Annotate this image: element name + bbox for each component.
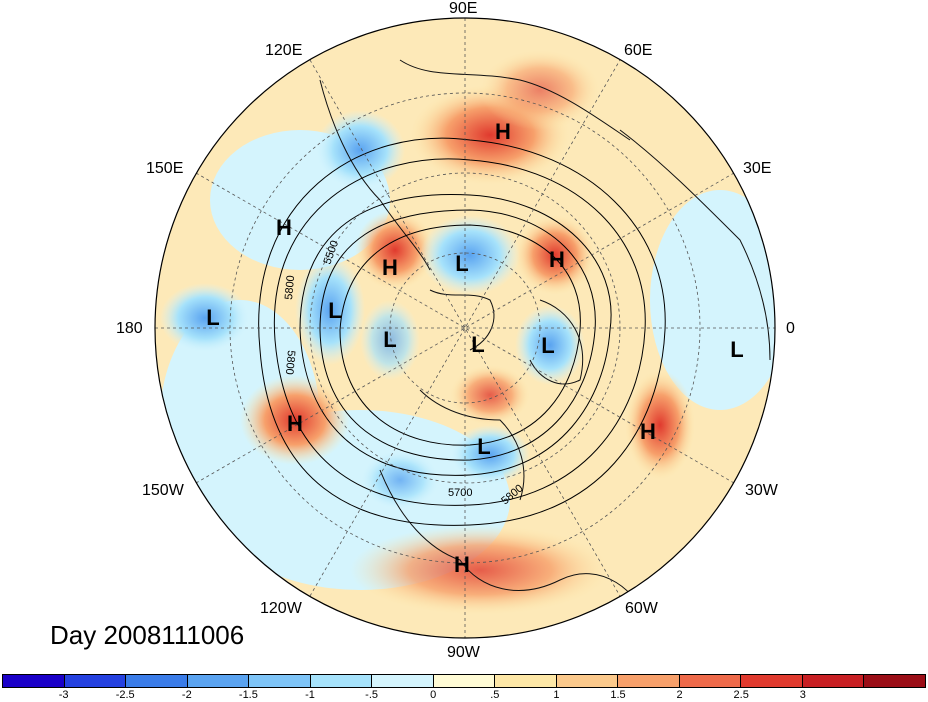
pressure-center-low: L xyxy=(455,251,469,276)
pressure-center-high: H xyxy=(549,247,565,272)
colorbar-tick-label: .5 xyxy=(490,689,500,701)
colorbar-swatch xyxy=(310,675,373,687)
pressure-center-low: L xyxy=(730,337,744,362)
colorbar-tick-label: -2 xyxy=(181,689,192,701)
contour-label-5700: 5700 xyxy=(448,487,472,499)
colorbar-swatch xyxy=(433,675,496,687)
colorbar-tick-label: 1.5 xyxy=(610,689,626,701)
pressure-center-high: H xyxy=(454,552,470,577)
pressure-center-high: H xyxy=(382,255,398,280)
colorbar-swatch xyxy=(372,675,434,687)
colorbar-tick-label: -3 xyxy=(58,689,69,701)
colorbar-tick-label: -1.5 xyxy=(238,689,258,701)
lon-label-90e: 90E xyxy=(449,0,478,17)
colorbar-tick-label: -1 xyxy=(305,689,315,701)
colorbar-swatch xyxy=(187,675,250,687)
colorbar-swatch xyxy=(249,675,311,687)
lon-label-180: 180 xyxy=(116,320,143,337)
lon-label-0: 0 xyxy=(786,320,795,337)
colorbar-swatch xyxy=(679,675,742,687)
colorbar-tick-label: 2.5 xyxy=(733,689,749,701)
anomaly-field xyxy=(155,18,775,638)
pressure-center-high: H xyxy=(640,419,656,444)
height-contours xyxy=(258,137,666,526)
pressure-center-low: L xyxy=(471,332,485,357)
lon-label-30e: 30E xyxy=(743,160,772,177)
colorbar-swatch xyxy=(864,675,925,687)
lon-label-60w: 60W xyxy=(625,600,658,617)
colorbar xyxy=(2,674,926,688)
colorbar-swatch xyxy=(556,675,619,687)
colorbar-swatch xyxy=(618,675,680,687)
colorbar-swatch xyxy=(495,675,557,687)
coastlines xyxy=(319,59,771,631)
graticule xyxy=(155,18,775,638)
pressure-center-low: L xyxy=(383,327,397,352)
contour-label-5800-b: 5800 xyxy=(283,350,297,375)
pressure-center-low: L xyxy=(477,434,491,459)
pressure-center-low: L xyxy=(206,305,220,330)
colorbar-tick-label: 1 xyxy=(553,689,560,701)
map-border xyxy=(154,17,776,639)
colorbar-tick-label: -2.5 xyxy=(115,689,135,701)
colorbar-swatch xyxy=(64,675,127,687)
colorbar-tick-label: 2 xyxy=(676,689,683,701)
colorbar-tick-label: 3 xyxy=(799,689,806,701)
pressure-center-high: H xyxy=(276,215,292,240)
plot-title: Day 2008111006 xyxy=(50,620,245,650)
lon-label-90w: 90W xyxy=(447,644,480,661)
lon-label-30w: 30W xyxy=(745,482,778,499)
colorbar-swatch xyxy=(802,675,865,687)
lon-label-120e: 120E xyxy=(265,42,303,59)
pressure-center-low: L xyxy=(328,298,342,323)
pressure-center-high: H xyxy=(287,411,303,436)
colorbar-swatch xyxy=(741,675,803,687)
pressure-center-high: H xyxy=(495,119,511,144)
colorbar-tick-label: -.5 xyxy=(365,689,379,701)
lon-label-60e: 60E xyxy=(624,42,653,59)
contour-label-5800-a: 5800 xyxy=(283,275,297,300)
colorbar-swatch xyxy=(126,675,188,687)
colorbar-tick-label: 0 xyxy=(430,689,437,701)
lon-label-150e: 150E xyxy=(146,160,184,177)
lon-label-150w: 150W xyxy=(142,482,184,499)
pressure-center-low: L xyxy=(541,333,555,358)
colorbar-swatch xyxy=(3,675,65,687)
lon-label-120w: 120W xyxy=(260,600,302,617)
